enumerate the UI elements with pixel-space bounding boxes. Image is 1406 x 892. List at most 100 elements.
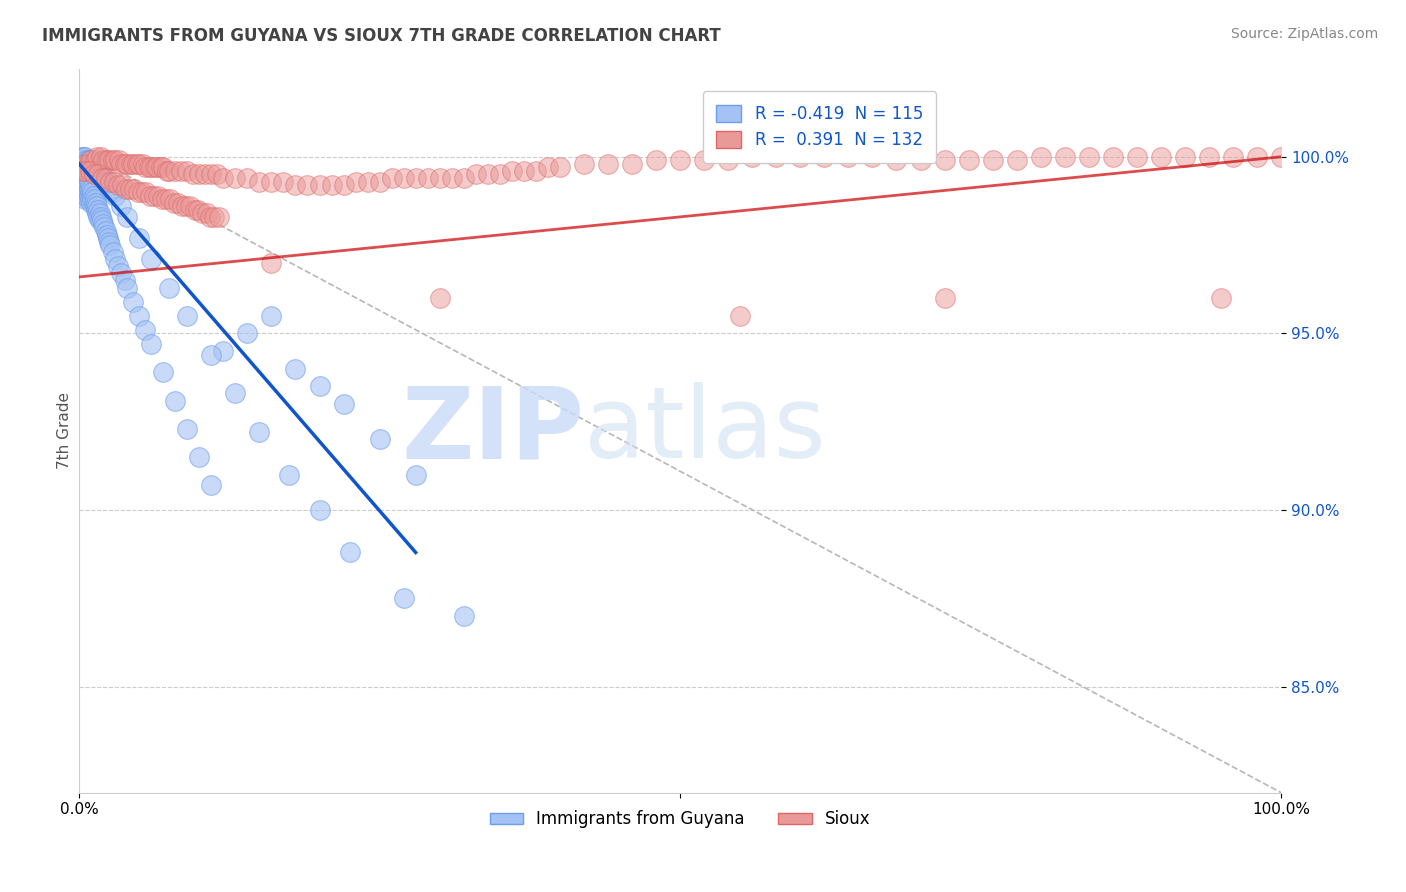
- Point: [118, 181, 141, 195]
- Point: [104, 153, 127, 168]
- Point: [321, 178, 343, 192]
- Point: [260, 256, 283, 270]
- Point: [91, 153, 114, 168]
- Point: [76, 185, 98, 199]
- Point: [202, 210, 225, 224]
- Point: [488, 168, 510, 182]
- Point: [83, 153, 105, 168]
- Point: [101, 185, 124, 199]
- Point: [188, 450, 211, 464]
- Point: [693, 153, 716, 168]
- Point: [596, 157, 619, 171]
- Point: [332, 397, 354, 411]
- Point: [141, 252, 163, 267]
- Point: [429, 171, 451, 186]
- Point: [77, 181, 100, 195]
- Point: [110, 199, 132, 213]
- Point: [381, 171, 404, 186]
- Point: [72, 157, 94, 171]
- Point: [131, 185, 153, 199]
- Point: [86, 199, 108, 213]
- Point: [464, 168, 486, 182]
- Point: [83, 168, 105, 182]
- Point: [76, 153, 98, 168]
- Point: [104, 188, 127, 202]
- Point: [87, 202, 110, 217]
- Point: [188, 168, 211, 182]
- Point: [141, 337, 163, 351]
- Point: [104, 252, 127, 267]
- Point: [75, 164, 97, 178]
- Point: [284, 178, 307, 192]
- Point: [572, 157, 595, 171]
- Point: [93, 220, 115, 235]
- Point: [146, 161, 169, 175]
- Point: [100, 175, 122, 189]
- Point: [150, 192, 173, 206]
- Point: [1126, 150, 1149, 164]
- Point: [79, 178, 101, 192]
- Point: [392, 591, 415, 606]
- Point: [76, 178, 98, 192]
- Point: [176, 309, 198, 323]
- Point: [80, 188, 103, 202]
- Point: [75, 150, 97, 164]
- Y-axis label: 7th Grade: 7th Grade: [58, 392, 72, 469]
- Point: [75, 175, 97, 189]
- Point: [981, 153, 1004, 168]
- Point: [297, 178, 319, 192]
- Point: [110, 266, 132, 280]
- Point: [115, 157, 138, 171]
- Point: [127, 185, 149, 199]
- Point: [91, 171, 114, 186]
- Point: [548, 161, 571, 175]
- Point: [159, 192, 181, 206]
- Point: [1198, 150, 1220, 164]
- Point: [537, 161, 560, 175]
- Point: [195, 206, 218, 220]
- Point: [172, 199, 194, 213]
- Point: [416, 171, 439, 186]
- Point: [75, 171, 97, 186]
- Point: [124, 181, 146, 195]
- Point: [75, 181, 97, 195]
- Point: [79, 185, 101, 199]
- Point: [80, 181, 103, 195]
- Point: [83, 199, 105, 213]
- Point: [111, 178, 134, 192]
- Point: [73, 150, 96, 164]
- Point: [89, 213, 111, 227]
- Point: [1053, 150, 1076, 164]
- Text: Source: ZipAtlas.com: Source: ZipAtlas.com: [1230, 27, 1378, 41]
- Point: [87, 210, 110, 224]
- Point: [273, 175, 295, 189]
- Point: [934, 291, 956, 305]
- Point: [717, 153, 740, 168]
- Point: [194, 168, 217, 182]
- Point: [94, 224, 117, 238]
- Point: [115, 280, 138, 294]
- Point: [260, 175, 283, 189]
- Point: [128, 157, 150, 171]
- Point: [179, 199, 201, 213]
- Point: [765, 150, 787, 164]
- Point: [260, 309, 283, 323]
- Point: [224, 171, 246, 186]
- Point: [84, 161, 107, 175]
- Point: [368, 175, 391, 189]
- Point: [862, 150, 884, 164]
- Point: [75, 164, 97, 178]
- Point: [165, 393, 187, 408]
- Point: [107, 153, 129, 168]
- Point: [249, 175, 271, 189]
- Point: [80, 195, 103, 210]
- Point: [86, 150, 108, 164]
- Point: [170, 164, 193, 178]
- Point: [212, 171, 235, 186]
- Point: [107, 178, 129, 192]
- Point: [80, 157, 103, 171]
- Point: [103, 175, 125, 189]
- Point: [79, 192, 101, 206]
- Point: [134, 161, 156, 175]
- Point: [98, 235, 121, 249]
